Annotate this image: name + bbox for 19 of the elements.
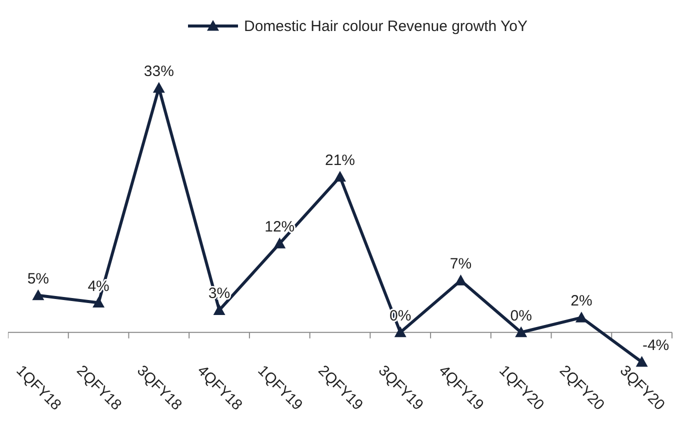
point	[92, 296, 105, 308]
point	[575, 312, 588, 322]
point	[515, 326, 528, 338]
data-label: 0%	[510, 307, 532, 324]
data-label: 7%	[450, 256, 472, 273]
data-label: 12%	[264, 218, 295, 236]
point	[454, 274, 467, 286]
point	[152, 82, 165, 93]
data-label: 33%	[144, 63, 174, 80]
data-label: 2%	[570, 292, 592, 310]
data-label: 5%	[27, 270, 50, 288]
point	[32, 289, 44, 300]
legend-label: Domestic Hair colour Revenue growth YoY	[244, 18, 528, 35]
point	[394, 326, 406, 338]
data-label: -4%	[642, 337, 670, 354]
point	[274, 238, 286, 248]
point	[213, 304, 226, 315]
point	[334, 170, 346, 182]
data-label: 21%	[324, 152, 356, 169]
